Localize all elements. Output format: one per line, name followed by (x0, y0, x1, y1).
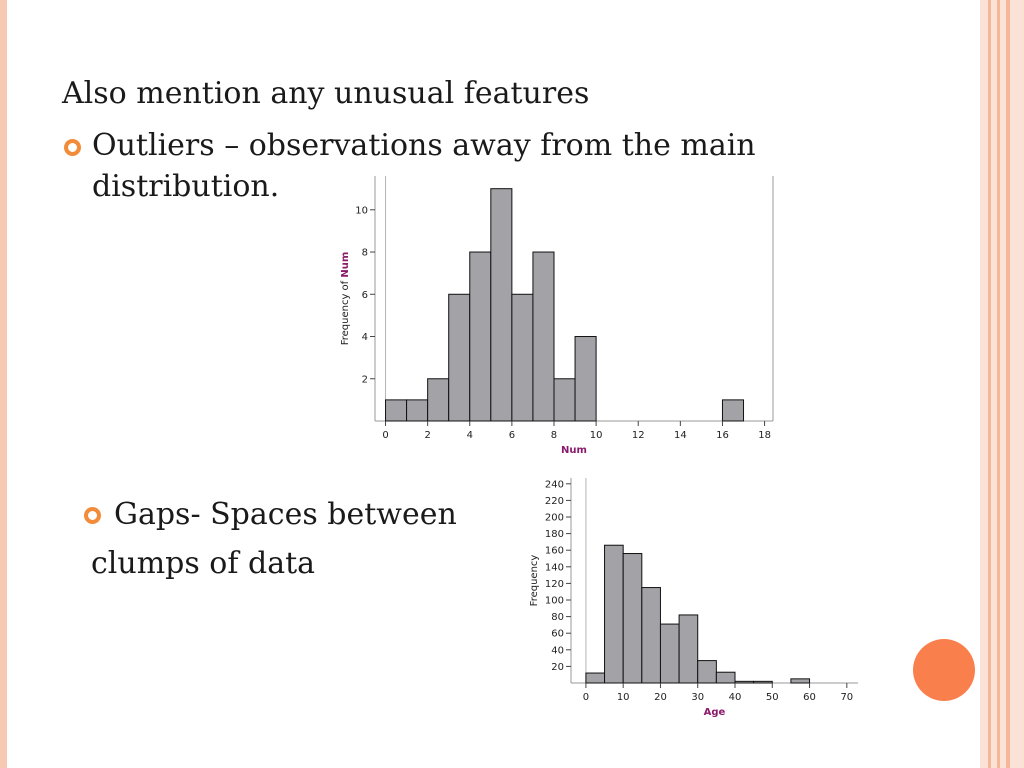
age-histogram: 0 10 20 30 40 50 60 70 20 40 60 80 100 120 140 160 180 20… (529, 478, 858, 718)
decorative-orange-circle (913, 639, 975, 701)
left-frame-border (0, 0, 7, 768)
y-axis-label: Frequency of Num (340, 252, 351, 346)
bar-20 (659, 623, 680, 684)
y-tick-label: 80 (551, 612, 564, 623)
bar-10 (622, 553, 643, 684)
x-axis-label: Age (704, 707, 726, 718)
x-tick-label: 60 (803, 692, 816, 703)
x-tick-label: 18 (758, 430, 771, 441)
y-tick-label: 180 (545, 529, 564, 540)
y-tick-label: 6 (362, 290, 368, 301)
bar-0 (585, 672, 606, 684)
bar-16 (721, 399, 745, 422)
y-tick-label: 200 (545, 513, 564, 524)
x-tick-label: 8 (551, 430, 557, 441)
slide-heading: Also mention any unusual features (62, 76, 590, 111)
x-axis-label: Num (561, 445, 587, 456)
y-tick-label: 140 (545, 562, 564, 573)
bar-35 (715, 671, 736, 684)
x-tick-label: 70 (840, 692, 853, 703)
bar-40 (734, 680, 755, 684)
bullet-gaps-line1: Gaps- Spaces between (114, 497, 457, 532)
x-tick-label: 0 (583, 692, 589, 703)
bar-0 (385, 399, 408, 422)
bar-6 (511, 293, 534, 422)
bullet-icon (64, 139, 81, 156)
bullet-outliers-line2: distribution. (92, 169, 280, 204)
y-axis-label: Frequency (529, 555, 540, 607)
y-tick-label: 2 (362, 374, 368, 385)
y-tick-label: 100 (545, 596, 564, 607)
x-tick-label: 0 (382, 430, 388, 441)
y-tick-label: 160 (545, 546, 564, 557)
bullet-icon (84, 507, 101, 524)
x-tick-label: 2 (424, 430, 430, 441)
bar-25 (678, 614, 699, 684)
bullet-outliers-line1: Outliers – observations away from the ma… (92, 128, 756, 163)
x-tick-label: 20 (654, 692, 667, 703)
bar-15 (641, 587, 661, 684)
bar-4 (469, 251, 492, 422)
y-tick-label: 10 (355, 205, 368, 216)
x-tick-label: 6 (509, 430, 515, 441)
bar-8 (553, 378, 576, 422)
bar-7 (532, 251, 555, 422)
y-tick-label: 40 (551, 645, 564, 656)
x-tick-label: 10 (590, 430, 603, 441)
y-tick-label: 120 (545, 579, 564, 590)
bar-45 (753, 680, 773, 684)
bar-5 (490, 188, 513, 422)
y-tick-label: 20 (551, 662, 564, 673)
y-tick-label: 240 (545, 479, 564, 490)
x-tick-label: 14 (674, 430, 687, 441)
bar-55 (790, 678, 811, 684)
x-tick-label: 12 (632, 430, 645, 441)
x-tick-label: 50 (766, 692, 779, 703)
bar-3 (448, 293, 471, 422)
right-frame-border (980, 0, 1024, 768)
x-tick-label: 10 (617, 692, 630, 703)
bar-30 (697, 660, 717, 684)
y-tick-label: 4 (362, 332, 368, 343)
y-tick-label: 220 (545, 496, 564, 507)
bar-9 (574, 336, 597, 422)
x-tick-label: 16 (716, 430, 729, 441)
bar-1 (406, 399, 429, 422)
bullet-gaps-line2: clumps of data (91, 546, 316, 581)
y-tick-label: 8 (362, 248, 368, 259)
x-tick-label: 40 (729, 692, 742, 703)
x-tick-label: 4 (467, 430, 473, 441)
bar-5 (604, 544, 624, 684)
y-tick-label: 60 (551, 629, 564, 640)
bar-2 (427, 378, 450, 422)
x-tick-label: 30 (691, 692, 704, 703)
